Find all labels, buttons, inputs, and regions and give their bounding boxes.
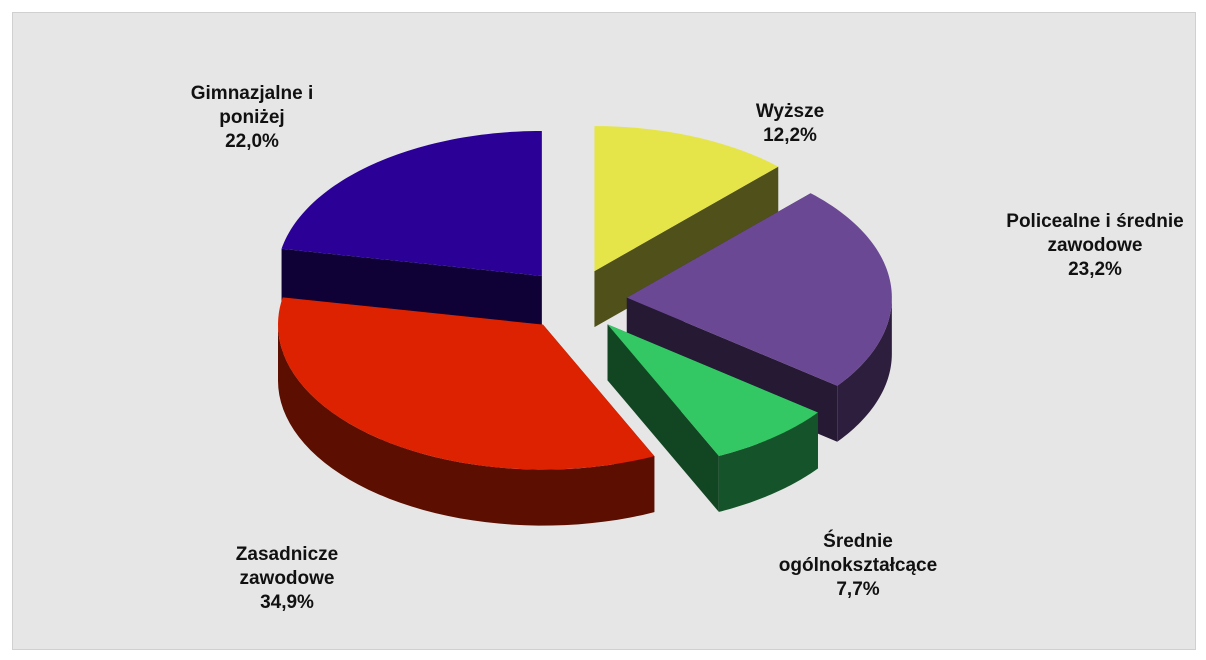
slice-top	[594, 126, 779, 272]
value-label: 23,2%	[1068, 259, 1122, 280]
slice-top	[278, 297, 655, 470]
chart-panel	[12, 12, 1196, 650]
slice-side	[277, 324, 655, 526]
slice-label: Średnie ogólnokształcące 7,7%	[758, 530, 958, 602]
slice-top	[626, 193, 892, 386]
category-label: Policealne i średnie zawodowe	[1006, 211, 1184, 256]
category-label: Gimnazjalne i poniżej	[190, 83, 314, 128]
slice-top	[281, 130, 542, 276]
value-label: 34,9%	[260, 592, 314, 613]
pie-slice	[277, 297, 655, 526]
value-label: 22,0%	[225, 131, 279, 152]
slice-radial-face	[594, 166, 779, 328]
category-label: Średnie ogólnokształcące	[778, 531, 938, 576]
slice-side	[718, 412, 818, 512]
slice-radial-face	[607, 324, 719, 512]
pie-slice	[607, 324, 818, 512]
value-label: 12,2%	[763, 125, 817, 146]
slice-label: Zasadnicze zawodowe 34,9%	[207, 543, 367, 615]
category-label: Zasadnicze zawodowe	[235, 544, 339, 589]
slice-label: Gimnazjalne i poniżej 22,0%	[162, 82, 342, 154]
pie-slice	[594, 126, 779, 328]
value-label: 7,7%	[836, 579, 880, 600]
slice-label: Wyższe 12,2%	[715, 100, 865, 148]
slice-label: Policealne i średnie zawodowe 23,2%	[985, 210, 1205, 282]
category-label: Wyższe	[755, 101, 825, 122]
slice-side	[837, 297, 892, 442]
slice-top	[607, 324, 818, 456]
